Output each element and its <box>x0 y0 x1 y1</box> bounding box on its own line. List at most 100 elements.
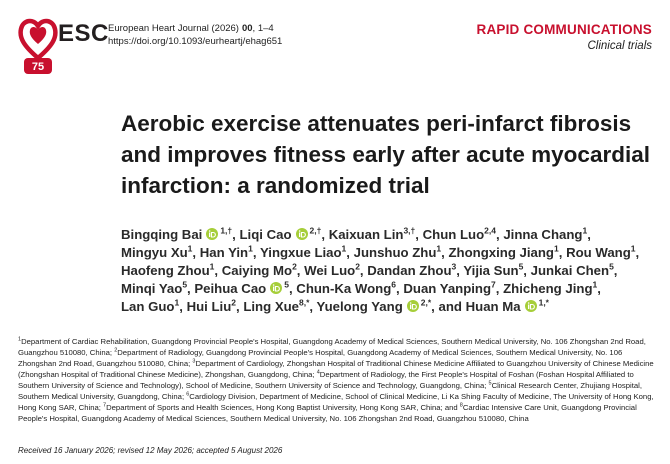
author: Caiying Mo2, <box>221 261 304 278</box>
journal: European Heart Journal (2026) <box>108 23 239 34</box>
author: Zhongxing Jiang1, <box>448 244 566 260</box>
affiliation: 7Department of Sports and Health Science… <box>103 403 458 412</box>
orcid-icon[interactable] <box>206 228 219 240</box>
affiliation-text: Cardiac Intensive Care Unit, Guangdong P… <box>18 403 637 423</box>
author-affiliation: 1 <box>209 261 215 272</box>
author: and Huan Ma 1,* <box>438 298 549 314</box>
author-affiliation: 1 <box>592 279 598 290</box>
section-name: RAPID COMMUNICATIONS <box>476 22 652 37</box>
separator: , <box>415 227 419 242</box>
author: Junkai Chen5, <box>531 261 618 278</box>
separator: , <box>523 263 527 278</box>
author-name: Duan Yanping7, <box>403 279 500 296</box>
pages: , 1–4 <box>252 23 274 34</box>
citation: European Heart Journal (2026) 00, 1–4 htt… <box>108 22 282 48</box>
author-affiliation: 5 <box>284 279 289 290</box>
doi[interactable]: https://doi.org/10.1093/eurheartj/ehag65… <box>108 36 283 47</box>
author-name: Caiying Mo2, <box>221 261 301 278</box>
separator: , <box>495 227 500 242</box>
affiliation: 2Department of Radiology, Guangdong Prov… <box>18 348 622 368</box>
author-affiliation: 5 <box>518 261 524 272</box>
author-affiliation: 1 <box>582 225 588 236</box>
author: Zhicheng Jing1, <box>503 279 601 296</box>
author-affiliation: 2 <box>355 261 360 272</box>
author-affiliation: 3 <box>451 261 457 272</box>
affiliation-text: Clinical Research Center, Zhujiang Hospi… <box>18 381 642 401</box>
affiliation-text: Cardiology Division, Department of Medic… <box>18 392 654 412</box>
author-name: Zhicheng Jing1, <box>503 279 601 296</box>
author-affiliation: 7 <box>491 279 496 290</box>
author-affiliation: 5 <box>182 279 188 290</box>
conjunction: and <box>438 299 462 314</box>
author-name: Liqi Cao 2,†, <box>239 225 326 242</box>
separator: , <box>192 245 197 260</box>
author: Yijia Sun5, <box>463 261 530 278</box>
separator: , <box>441 245 445 260</box>
orcid-icon[interactable] <box>406 300 419 312</box>
author-name: Peihua Cao 5, <box>194 279 293 296</box>
author-name: Bingqing Bai 1,†, <box>121 225 236 242</box>
author: Minqi Yao5, <box>121 279 194 296</box>
section: RAPID COMMUNICATIONS Clinical trials <box>477 22 653 52</box>
citation-line: European Heart Journal (2026) 00, 1–4 <box>108 22 282 35</box>
author: Dandan Zhou3, <box>367 261 463 278</box>
heart-icon <box>18 18 58 61</box>
author-name: Mingyu Xu1, <box>121 243 197 260</box>
orcid-icon[interactable] <box>270 282 283 294</box>
author-name: Hui Liu2, <box>186 297 240 314</box>
affiliation-number: 8 <box>459 402 463 409</box>
separator: , <box>321 227 326 242</box>
author-affiliation: 8,* <box>299 297 310 308</box>
author-name: Yuelong Yang 2,*, <box>316 297 435 314</box>
affiliation: 5Clinical Research Center, Zhujiang Hosp… <box>18 381 642 401</box>
affiliation: 6Cardiology Division, Department of Medi… <box>18 392 654 412</box>
separator: , <box>613 263 618 278</box>
author: Haofeng Zhou1, <box>121 261 222 278</box>
received: Received 16 January 2026; revised 12 May… <box>18 446 283 455</box>
author-affiliation: 3,† <box>403 225 416 236</box>
separator: , <box>288 281 293 296</box>
author-name: Kaixuan Lin3,†, <box>328 225 419 242</box>
title: Aerobic exercise attenuates peri-infarct… <box>121 111 650 198</box>
orcid-icon[interactable] <box>295 228 308 240</box>
badge-text: 75 <box>32 61 44 73</box>
author-name: Lan Guo1, <box>121 297 183 314</box>
separator: , <box>309 299 314 314</box>
author-name: Yingxue Liao1, <box>259 243 350 260</box>
separator: , <box>495 281 500 296</box>
author: Peihua Cao 5, <box>194 279 296 296</box>
author-affiliation: 2 <box>292 261 297 272</box>
author-affiliation: 1 <box>630 243 636 254</box>
separator: , <box>346 245 350 260</box>
author: Chun Luo2,4, <box>422 225 504 242</box>
author-affiliation: 2 <box>231 297 236 308</box>
section-type: Clinical trials <box>587 40 652 52</box>
author: Rou Wang1, <box>566 243 640 260</box>
author-name: Rou Wang1, <box>566 243 640 260</box>
affiliation-text: Department of Sports and Health Sciences… <box>106 403 458 412</box>
affiliation-text: Department of Cardiology, Zhongshan Hosp… <box>18 359 654 379</box>
author-affiliation: 6 <box>391 279 397 290</box>
separator: , <box>214 263 219 278</box>
author: Chun-Ka Wong6, <box>296 279 403 296</box>
author-affiliation: 5 <box>609 261 614 272</box>
author: Yuelong Yang 2,*, <box>316 297 439 314</box>
separator: , <box>232 227 236 242</box>
separator: , <box>396 281 400 296</box>
author: Jinna Chang1, <box>503 225 591 242</box>
affiliation-number: 1 <box>18 336 22 343</box>
separator: , <box>179 299 183 314</box>
author-affiliation: 1 <box>248 243 253 254</box>
affiliation: 1Department of Cardiac Rehabilitation, G… <box>18 337 646 357</box>
author-name: Han Yin1, <box>199 243 257 260</box>
separator: , <box>558 245 563 260</box>
author: Ling Xue8,*, <box>243 297 316 314</box>
author: Liqi Cao 2,†, <box>239 225 329 242</box>
affiliation-number: 3 <box>192 358 196 365</box>
author-name: Minqi Yao5, <box>121 279 191 296</box>
author-name: Chun Luo2,4, <box>422 225 500 242</box>
author-affiliation: 1 <box>174 297 180 308</box>
orcid-icon[interactable] <box>524 300 537 312</box>
authors: Bingqing Bai 1,†, Liqi Cao 2,†, Kaixuan Li… <box>121 226 653 316</box>
